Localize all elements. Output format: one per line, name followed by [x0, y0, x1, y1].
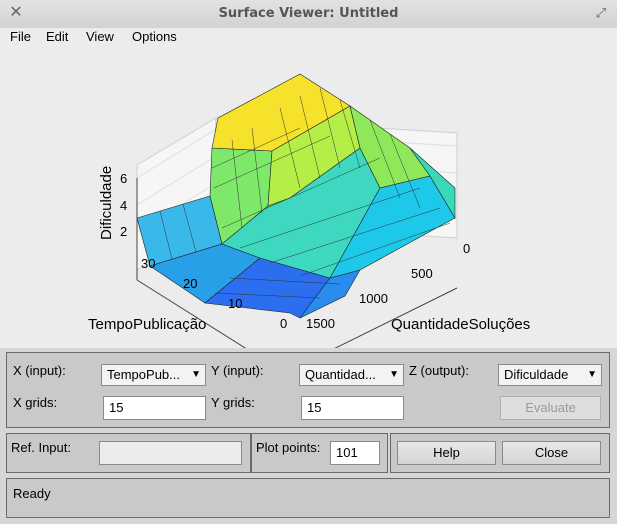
status-text: Ready — [13, 486, 51, 501]
surface-mesh — [159, 87, 451, 299]
x-tick-label: 500 — [411, 266, 433, 281]
x-tick-label: 0 — [463, 241, 470, 256]
x-tick-label: 1500 — [306, 316, 335, 331]
surface-plot[interactable]: 2 4 6 Dificuldade 30 20 10 0 TempoPublic… — [0, 48, 617, 348]
z-axis-label: Dificuldade — [98, 166, 115, 240]
chevron-down-icon: ▼ — [587, 369, 597, 380]
x-axis-line — [334, 287, 458, 348]
plot-points-input[interactable]: 101 — [330, 441, 380, 465]
maximize-icon[interactable]: ⤢ — [595, 5, 607, 20]
z-tick-label: 2 — [120, 224, 127, 239]
y-tick-label: 20 — [183, 276, 197, 291]
z-output-dropdown[interactable]: Dificuldade ▼ — [498, 364, 602, 386]
chevron-down-icon: ▼ — [191, 369, 201, 380]
grid-line — [136, 130, 214, 179]
y-input-value: Quantidad... — [305, 367, 376, 382]
status-panel: Ready — [6, 478, 610, 518]
y-input-label: Y (input): — [211, 363, 264, 378]
menu-options[interactable]: Options — [132, 29, 177, 44]
close-window-icon[interactable]: ✕ — [9, 4, 23, 21]
surface-plot-area[interactable]: 2 4 6 Dificuldade 30 20 10 0 TempoPublic… — [0, 48, 617, 348]
z-output-value: Dificuldade — [504, 367, 569, 382]
x-grids-label: X grids: — [13, 395, 58, 410]
menu-edit[interactable]: Edit — [46, 29, 69, 44]
ref-input-field[interactable] — [99, 441, 242, 465]
chevron-down-icon: ▼ — [389, 369, 399, 380]
window-title: Surface Viewer: Untitled — [218, 6, 399, 21]
y-grids-input[interactable]: 15 — [301, 396, 404, 420]
x-axis-label: QuantidadeSoluções — [391, 316, 530, 333]
ref-input-label: Ref. Input: — [11, 440, 71, 455]
z-tick-label: 6 — [120, 171, 127, 186]
grid-line — [136, 157, 214, 206]
axis-selection-panel: X (input): TempoPub... ▼ Y (input): Quan… — [6, 352, 610, 428]
x-input-label: X (input): — [13, 363, 66, 378]
x-grids-input[interactable]: 15 — [103, 396, 206, 420]
y-tick-label: 10 — [228, 296, 242, 311]
x-input-value: TempoPub... — [107, 367, 180, 382]
z-output-label: Z (output): — [409, 363, 469, 378]
help-button[interactable]: Help — [397, 441, 496, 465]
title-bar: ✕ Surface Viewer: Untitled ⤢ — [0, 0, 617, 29]
close-button[interactable]: Close — [502, 441, 601, 465]
action-buttons-panel: Help Close — [390, 433, 610, 473]
y-axis-line — [136, 279, 247, 348]
menu-file[interactable]: File — [10, 29, 31, 44]
plot-points-label: Plot points: — [256, 440, 321, 455]
ref-input-panel: Ref. Input: — [6, 433, 251, 473]
x-input-dropdown[interactable]: TempoPub... ▼ — [101, 364, 206, 386]
menu-bar: File Edit View Options — [0, 28, 617, 48]
evaluate-button[interactable]: Evaluate — [500, 396, 601, 420]
z-tick-label: 4 — [120, 198, 127, 213]
x-tick-label: 1000 — [359, 291, 388, 306]
y-tick-label: 0 — [280, 316, 287, 331]
surface-region-right-edge — [409, 147, 456, 220]
y-input-dropdown[interactable]: Quantidad... ▼ — [299, 364, 404, 386]
y-axis-label: TempoPublicação — [88, 316, 206, 333]
y-grids-label: Y grids: — [211, 395, 255, 410]
plot-points-panel: Plot points: 101 — [251, 433, 388, 473]
y-tick-label: 30 — [141, 256, 155, 271]
menu-view[interactable]: View — [86, 29, 114, 44]
